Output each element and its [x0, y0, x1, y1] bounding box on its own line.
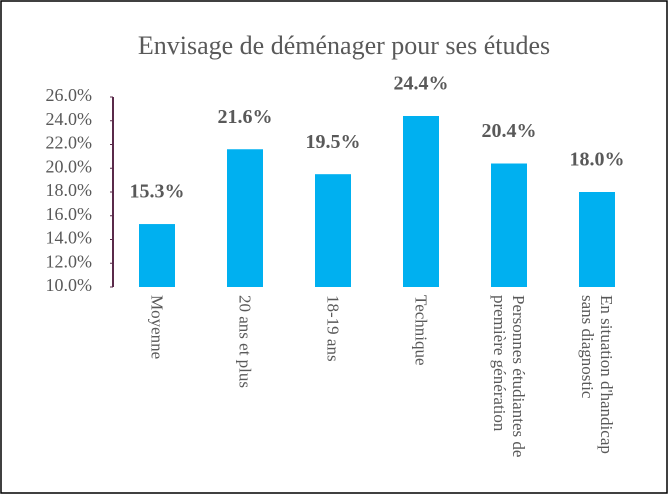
value-label: 19.5%: [306, 131, 361, 153]
value-label: 21.6%: [218, 106, 273, 128]
x-tick-label: Personnes étudiantes de première générat…: [490, 295, 528, 458]
y-tick-label: 24.0%: [46, 109, 93, 129]
x-tick-label: 18-19 ans: [323, 295, 343, 362]
y-tick-label: 10.0%: [46, 275, 93, 295]
y-tick-label: 22.0%: [46, 133, 93, 153]
x-tick-label: Moyenne: [147, 295, 167, 360]
chart-title: Envisage de déménager pour ses études: [138, 31, 550, 60]
y-tick-label: 18.0%: [46, 180, 93, 200]
value-label: 18.0%: [570, 149, 625, 171]
value-label: 24.4%: [394, 73, 449, 95]
y-tick-label: 12.0%: [46, 251, 93, 271]
x-tick-label: Technique: [411, 295, 431, 366]
bar: [227, 149, 263, 287]
bar: [139, 224, 175, 287]
bar: [491, 163, 527, 287]
y-tick-label: 16.0%: [46, 204, 93, 224]
bar: [403, 116, 439, 287]
y-tick-label: 14.0%: [46, 228, 93, 248]
x-tick-label: En situation d'handicap sans diagnostic: [578, 295, 616, 454]
value-label: 15.3%: [130, 181, 185, 203]
bar: [579, 192, 615, 287]
bar: [315, 174, 351, 287]
value-label: 20.4%: [482, 120, 537, 142]
x-tick-label: 20 ans et plus: [235, 295, 255, 389]
y-tick-label: 26.0%: [46, 85, 93, 105]
y-tick-label: 20.0%: [46, 156, 93, 176]
